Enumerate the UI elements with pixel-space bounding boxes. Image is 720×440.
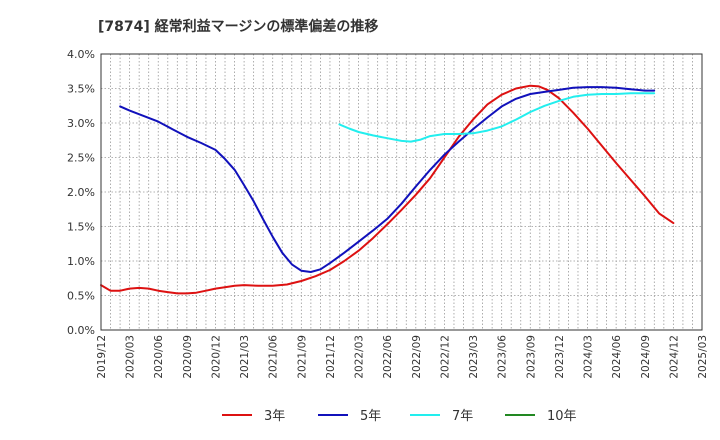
y-tick-label: 3.0% bbox=[67, 117, 95, 130]
x-tick-label: 2025/03 bbox=[697, 335, 709, 379]
x-tick-label: 2023/12 bbox=[554, 335, 566, 379]
legend-label: 7年 bbox=[452, 409, 473, 424]
x-tick-label: 2020/06 bbox=[153, 335, 165, 379]
x-tick-label: 2024/09 bbox=[640, 335, 652, 379]
x-tick-label: 2020/03 bbox=[125, 335, 137, 379]
series-lines bbox=[100, 84, 675, 295]
x-tick-label: 2022/09 bbox=[411, 335, 423, 379]
x-tick-label: 2019/12 bbox=[96, 335, 108, 379]
y-tick-label: 1.0% bbox=[67, 255, 95, 268]
y-axis-ticks: 0.0% 0.5% 1.0% 1.5% 2.0% 2.5% 3.0% 3.5% 4.0% bbox=[67, 48, 95, 337]
x-tick-label: 2023/09 bbox=[525, 335, 537, 379]
x-tick-label: 2021/03 bbox=[239, 335, 251, 379]
legend: 3年 5年 7年 10年 bbox=[222, 409, 577, 424]
series-line-7年 bbox=[338, 92, 656, 143]
y-tick-label: 2.0% bbox=[67, 186, 95, 199]
x-tick-label: 2020/12 bbox=[210, 335, 222, 379]
x-tick-label: 2023/03 bbox=[468, 335, 480, 379]
y-tick-label: 2.5% bbox=[67, 152, 95, 165]
y-tick-label: 0.5% bbox=[67, 290, 95, 303]
x-tick-label: 2023/06 bbox=[497, 335, 509, 379]
y-tick-label: 4.0% bbox=[67, 48, 95, 61]
plot-border bbox=[100, 53, 703, 331]
x-tick-label: 2020/09 bbox=[182, 335, 194, 379]
x-tick-label: 2021/06 bbox=[268, 335, 280, 379]
legend-label: 3年 bbox=[264, 409, 285, 424]
series-line-5年 bbox=[119, 86, 656, 273]
series-line-3年 bbox=[100, 84, 675, 295]
x-tick-label: 2024/03 bbox=[583, 335, 595, 379]
x-tick-label: 2024/12 bbox=[668, 335, 680, 379]
legend-label: 5年 bbox=[360, 409, 381, 424]
x-tick-label: 2022/06 bbox=[382, 335, 394, 379]
x-tick-label: 2021/12 bbox=[325, 335, 337, 379]
x-tick-label: 2021/09 bbox=[296, 335, 308, 379]
y-tick-label: 1.5% bbox=[67, 221, 95, 234]
chart-title: [7874] 経常利益マージンの標準偏差の推移 bbox=[98, 18, 378, 35]
y-tick-label: 0.0% bbox=[67, 324, 95, 337]
x-axis-ticks: 2019/12 2020/03 2020/06 2020/09 2020/12 2021/… bbox=[96, 335, 709, 379]
grid bbox=[100, 53, 703, 331]
x-tick-label: 2024/06 bbox=[611, 335, 623, 379]
x-tick-label: 2022/12 bbox=[439, 335, 451, 379]
x-tick-label: 2022/03 bbox=[354, 335, 366, 379]
y-tick-label: 3.5% bbox=[67, 83, 95, 96]
legend-label: 10年 bbox=[547, 409, 577, 424]
